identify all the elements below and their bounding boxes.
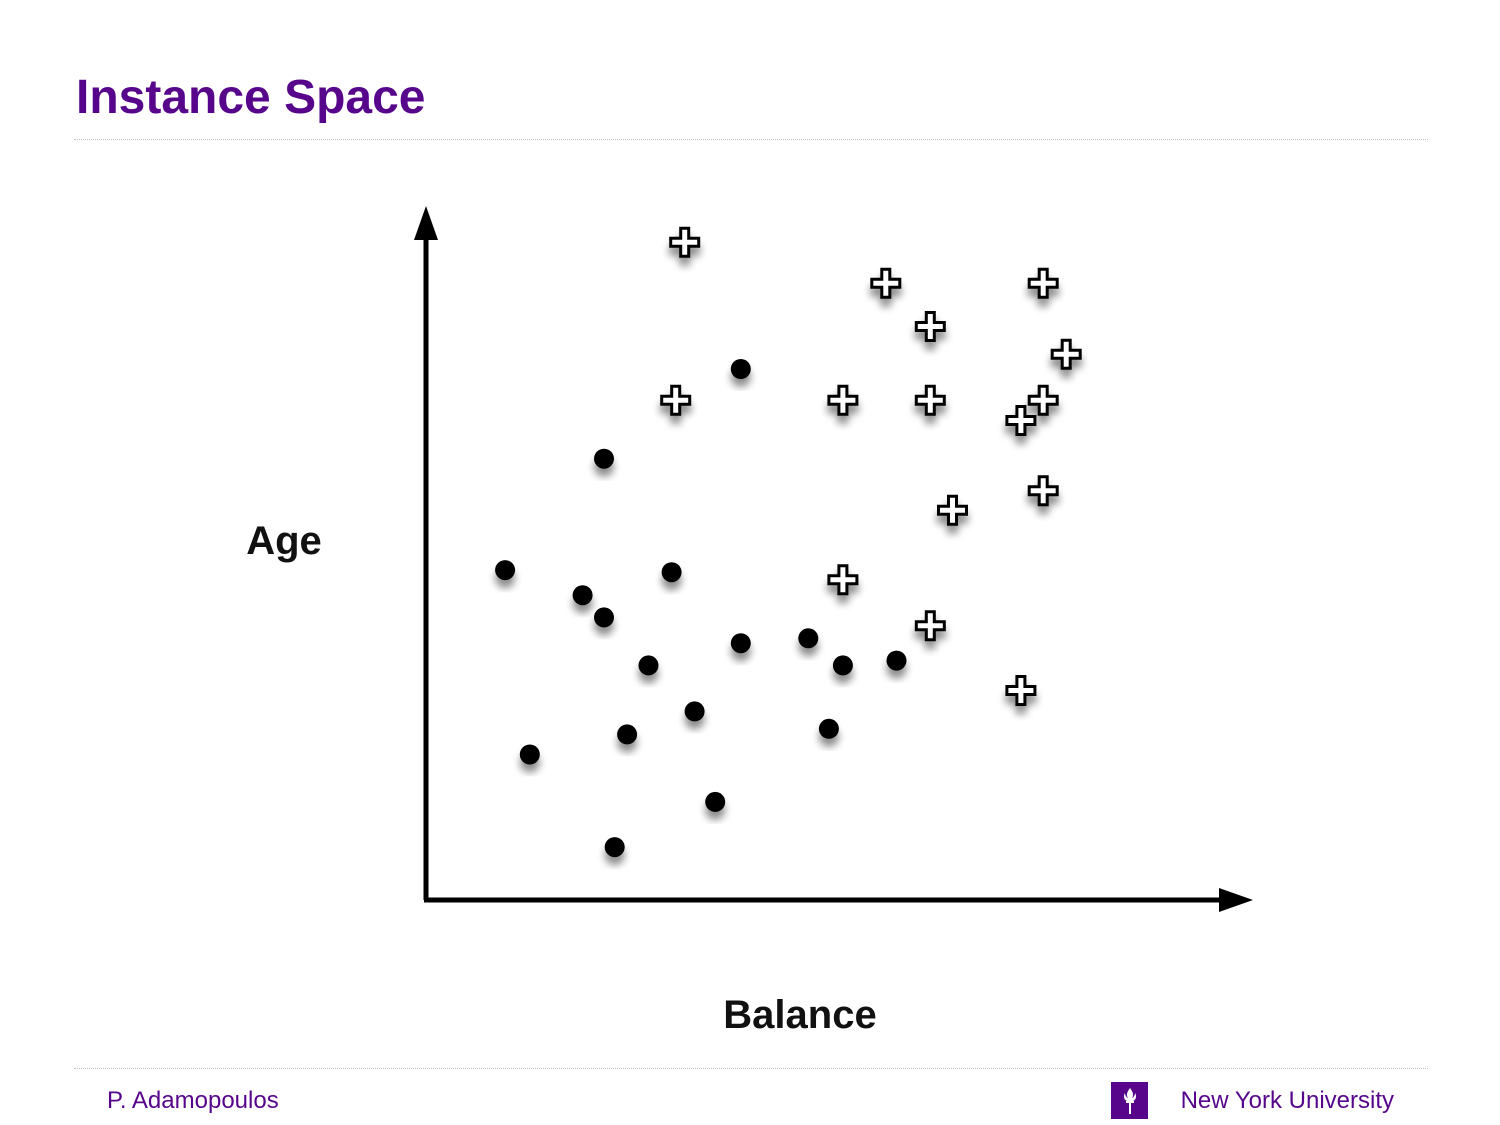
data-point-dot: [730, 633, 751, 654]
data-point-dot: [594, 448, 614, 469]
data-point-dot: [604, 837, 625, 858]
title-divider: [74, 139, 1428, 140]
data-point-dot: [798, 628, 819, 649]
data-point-plus: [1027, 267, 1059, 299]
footer-organization: New York University: [1180, 1087, 1394, 1114]
data-points: [495, 226, 1082, 858]
nyu-torch-icon: [1111, 1082, 1148, 1119]
data-point-plus: [827, 384, 859, 416]
data-point-dot: [638, 655, 659, 676]
data-point-plus: [914, 384, 946, 416]
data-point-dot: [495, 560, 516, 581]
y-axis: [414, 206, 438, 900]
data-point-plus: [1027, 475, 1059, 507]
data-point-dot: [594, 607, 614, 628]
data-point-plus: [914, 610, 946, 642]
data-point-dot: [832, 655, 853, 676]
data-point-dot: [886, 650, 907, 671]
data-point-plus: [669, 226, 701, 258]
data-point-plus: [870, 267, 902, 299]
data-point-plus: [1005, 405, 1037, 436]
slide-title: Instance Space: [76, 71, 426, 124]
data-point-plus: [1050, 338, 1082, 370]
data-point-plus: [660, 384, 692, 416]
data-point-dot: [705, 791, 726, 812]
data-point-plus: [827, 564, 859, 596]
data-point-plus: [937, 494, 968, 526]
data-point-dot: [617, 724, 638, 745]
data-point-plus: [1005, 675, 1037, 706]
data-point-dot: [661, 562, 682, 583]
x-axis: [424, 888, 1253, 912]
footer-author: P. Adamopoulos: [107, 1087, 279, 1114]
data-point-dot: [818, 718, 839, 739]
data-point-dot: [730, 359, 751, 379]
data-point-dot: [684, 701, 705, 722]
data-point-plus: [1027, 384, 1059, 416]
footer-divider: [74, 1068, 1428, 1069]
y-axis-label: Age: [246, 519, 322, 563]
x-axis-label: Balance: [723, 993, 876, 1037]
data-point-plus: [914, 311, 946, 342]
data-point-dot: [519, 744, 540, 765]
data-point-dot: [572, 585, 593, 606]
